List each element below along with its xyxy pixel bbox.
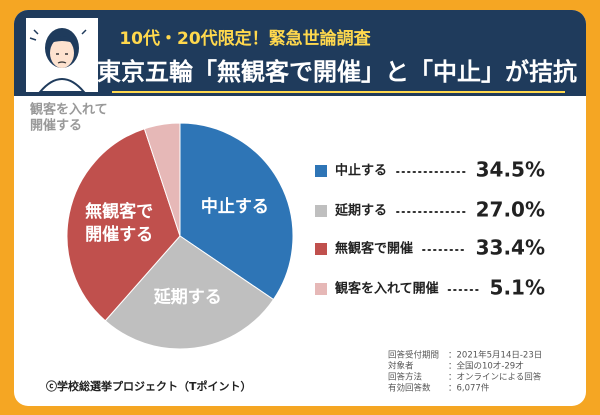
chart-title: 10代・20代限定！緊急世論調査 xyxy=(119,28,371,49)
note-value: ：全国の10才-29才 xyxy=(448,361,524,372)
pie-slice xyxy=(66,128,181,322)
pie-slice xyxy=(143,122,181,237)
value-label: 27.0% xyxy=(476,198,545,222)
chart-subtitle: 東京五輪「無観客で開催」と「中止」が拮抗 xyxy=(97,58,577,86)
note-value: ：2021年5月14日-23日 xyxy=(448,350,542,361)
note-label: 回答方法 xyxy=(388,372,422,383)
note-label: 有効回答数 xyxy=(388,383,431,394)
legend-label: 延期する xyxy=(334,203,387,219)
note-label: 回答受付期間 xyxy=(388,350,439,361)
slice-label: 延期する xyxy=(153,287,222,308)
note-value: ：6,077件 xyxy=(448,383,490,394)
legend-label: 中止する xyxy=(335,163,387,179)
pie-slice xyxy=(104,235,275,350)
legend-swatch xyxy=(315,205,327,217)
note-label: 対象者 xyxy=(388,361,414,372)
credit: ⓒ学校総選挙プロジェクト（Tポイント） xyxy=(46,379,252,393)
person-illustration xyxy=(26,18,98,93)
legend-label: 無観客で開催 xyxy=(335,241,413,257)
value-label: 34.5% xyxy=(476,158,545,182)
slice-label: 無観客で xyxy=(85,201,153,222)
slice-label: 観客を入れて xyxy=(29,102,108,118)
legend-swatch xyxy=(315,243,327,255)
legend-swatch xyxy=(315,165,327,177)
note-value: ：オンラインによる回答 xyxy=(448,372,542,383)
slice-label: 開催する xyxy=(30,118,82,134)
legend-label: 観客を入れて開催 xyxy=(334,281,439,297)
slice-label: 開催する xyxy=(85,224,153,245)
header-band xyxy=(14,10,586,96)
legend-swatch xyxy=(315,283,327,295)
pie-slice xyxy=(179,122,294,301)
slice-label: 中止する xyxy=(201,196,269,217)
value-label: 5.1% xyxy=(490,276,545,300)
value-label: 33.4% xyxy=(476,236,545,260)
